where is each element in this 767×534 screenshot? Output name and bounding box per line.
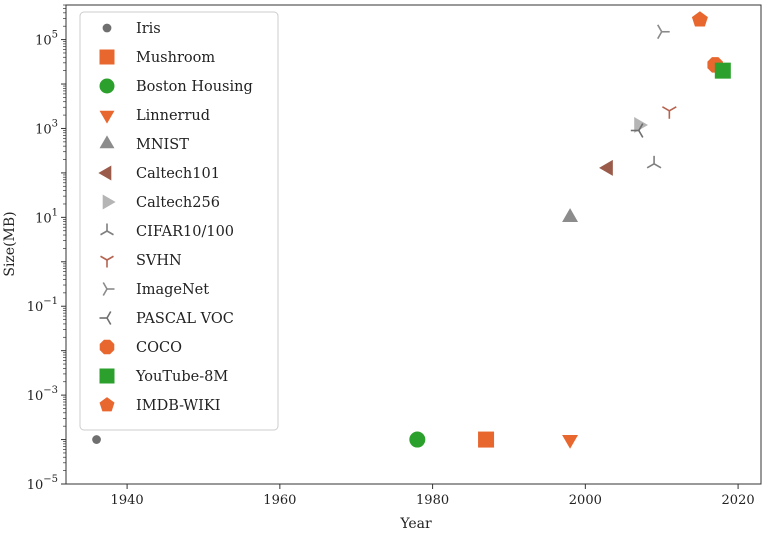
data-point bbox=[691, 11, 708, 27]
x-axis: 1940 1960 1980 2000 2020 bbox=[111, 484, 755, 508]
legend-label: Iris bbox=[136, 21, 161, 37]
y-tick-label: 105 bbox=[35, 30, 58, 49]
legend-marker bbox=[102, 282, 115, 296]
legend-marker bbox=[99, 397, 115, 412]
y-tick-label: 10−3 bbox=[27, 385, 58, 404]
legend-box bbox=[79, 11, 279, 431]
legend-label: ImageNet bbox=[136, 282, 209, 298]
legend-marker bbox=[99, 110, 115, 124]
data-point bbox=[92, 435, 101, 444]
data-point bbox=[657, 24, 670, 40]
data-points bbox=[92, 11, 731, 449]
data-point bbox=[599, 159, 613, 176]
legend-marker bbox=[99, 339, 115, 355]
legend-marker bbox=[100, 255, 114, 268]
legend-marker bbox=[99, 311, 112, 325]
legend-label: YouTube-8M bbox=[135, 369, 228, 385]
legend-label: SVHN bbox=[136, 253, 182, 269]
y-tick-label: 103 bbox=[35, 118, 58, 137]
legend-marker bbox=[99, 368, 115, 384]
legend-label: Caltech256 bbox=[136, 195, 220, 211]
x-tick-label: 2000 bbox=[569, 493, 602, 508]
legend: Iris Mushroom Boston Housing Linnerrud MNIST… bbox=[79, 11, 279, 431]
legend-marker bbox=[102, 194, 116, 210]
legend-label: Caltech101 bbox=[136, 166, 220, 182]
x-tick-label: 1940 bbox=[111, 493, 144, 508]
legend-marker bbox=[99, 78, 115, 94]
axes-frame bbox=[65, 4, 762, 485]
y-tick-label: 10−5 bbox=[27, 474, 58, 493]
legend-label: COCO bbox=[136, 340, 182, 356]
x-tick-label: 2020 bbox=[722, 493, 755, 508]
data-point bbox=[562, 434, 579, 449]
legend-marker bbox=[99, 49, 115, 65]
data-point bbox=[478, 431, 495, 448]
plot-border bbox=[65, 4, 762, 485]
data-point bbox=[714, 62, 731, 79]
data-point bbox=[662, 106, 677, 119]
legend-marker bbox=[100, 223, 114, 236]
data-point bbox=[646, 155, 662, 169]
legend-label: PASCAL VOC bbox=[136, 311, 234, 327]
data-point bbox=[630, 123, 644, 138]
data-point bbox=[409, 431, 426, 448]
y-tick-label: 101 bbox=[35, 207, 58, 226]
x-tick-label: 1980 bbox=[416, 493, 449, 508]
y-tick-label: 10−1 bbox=[27, 296, 58, 315]
legend-marker bbox=[98, 165, 112, 181]
y-axis-label: Size(MB) bbox=[2, 211, 18, 276]
x-axis-label: Year bbox=[399, 516, 432, 532]
legend-label: CIFAR10/100 bbox=[136, 224, 234, 240]
legend-marker bbox=[102, 23, 112, 33]
x-tick-label: 1960 bbox=[263, 493, 296, 508]
legend-marker bbox=[99, 135, 115, 149]
data-point bbox=[562, 208, 579, 222]
legend-label: MNIST bbox=[136, 137, 189, 153]
legend-label: Linnerrud bbox=[136, 108, 210, 124]
legend-label: IMDB-WIKI bbox=[136, 398, 220, 414]
legend-label: Boston Housing bbox=[136, 79, 253, 95]
legend-label: Mushroom bbox=[136, 50, 215, 66]
y-axis: 10−5 10−3 10−1 101 103 105 bbox=[27, 4, 66, 493]
